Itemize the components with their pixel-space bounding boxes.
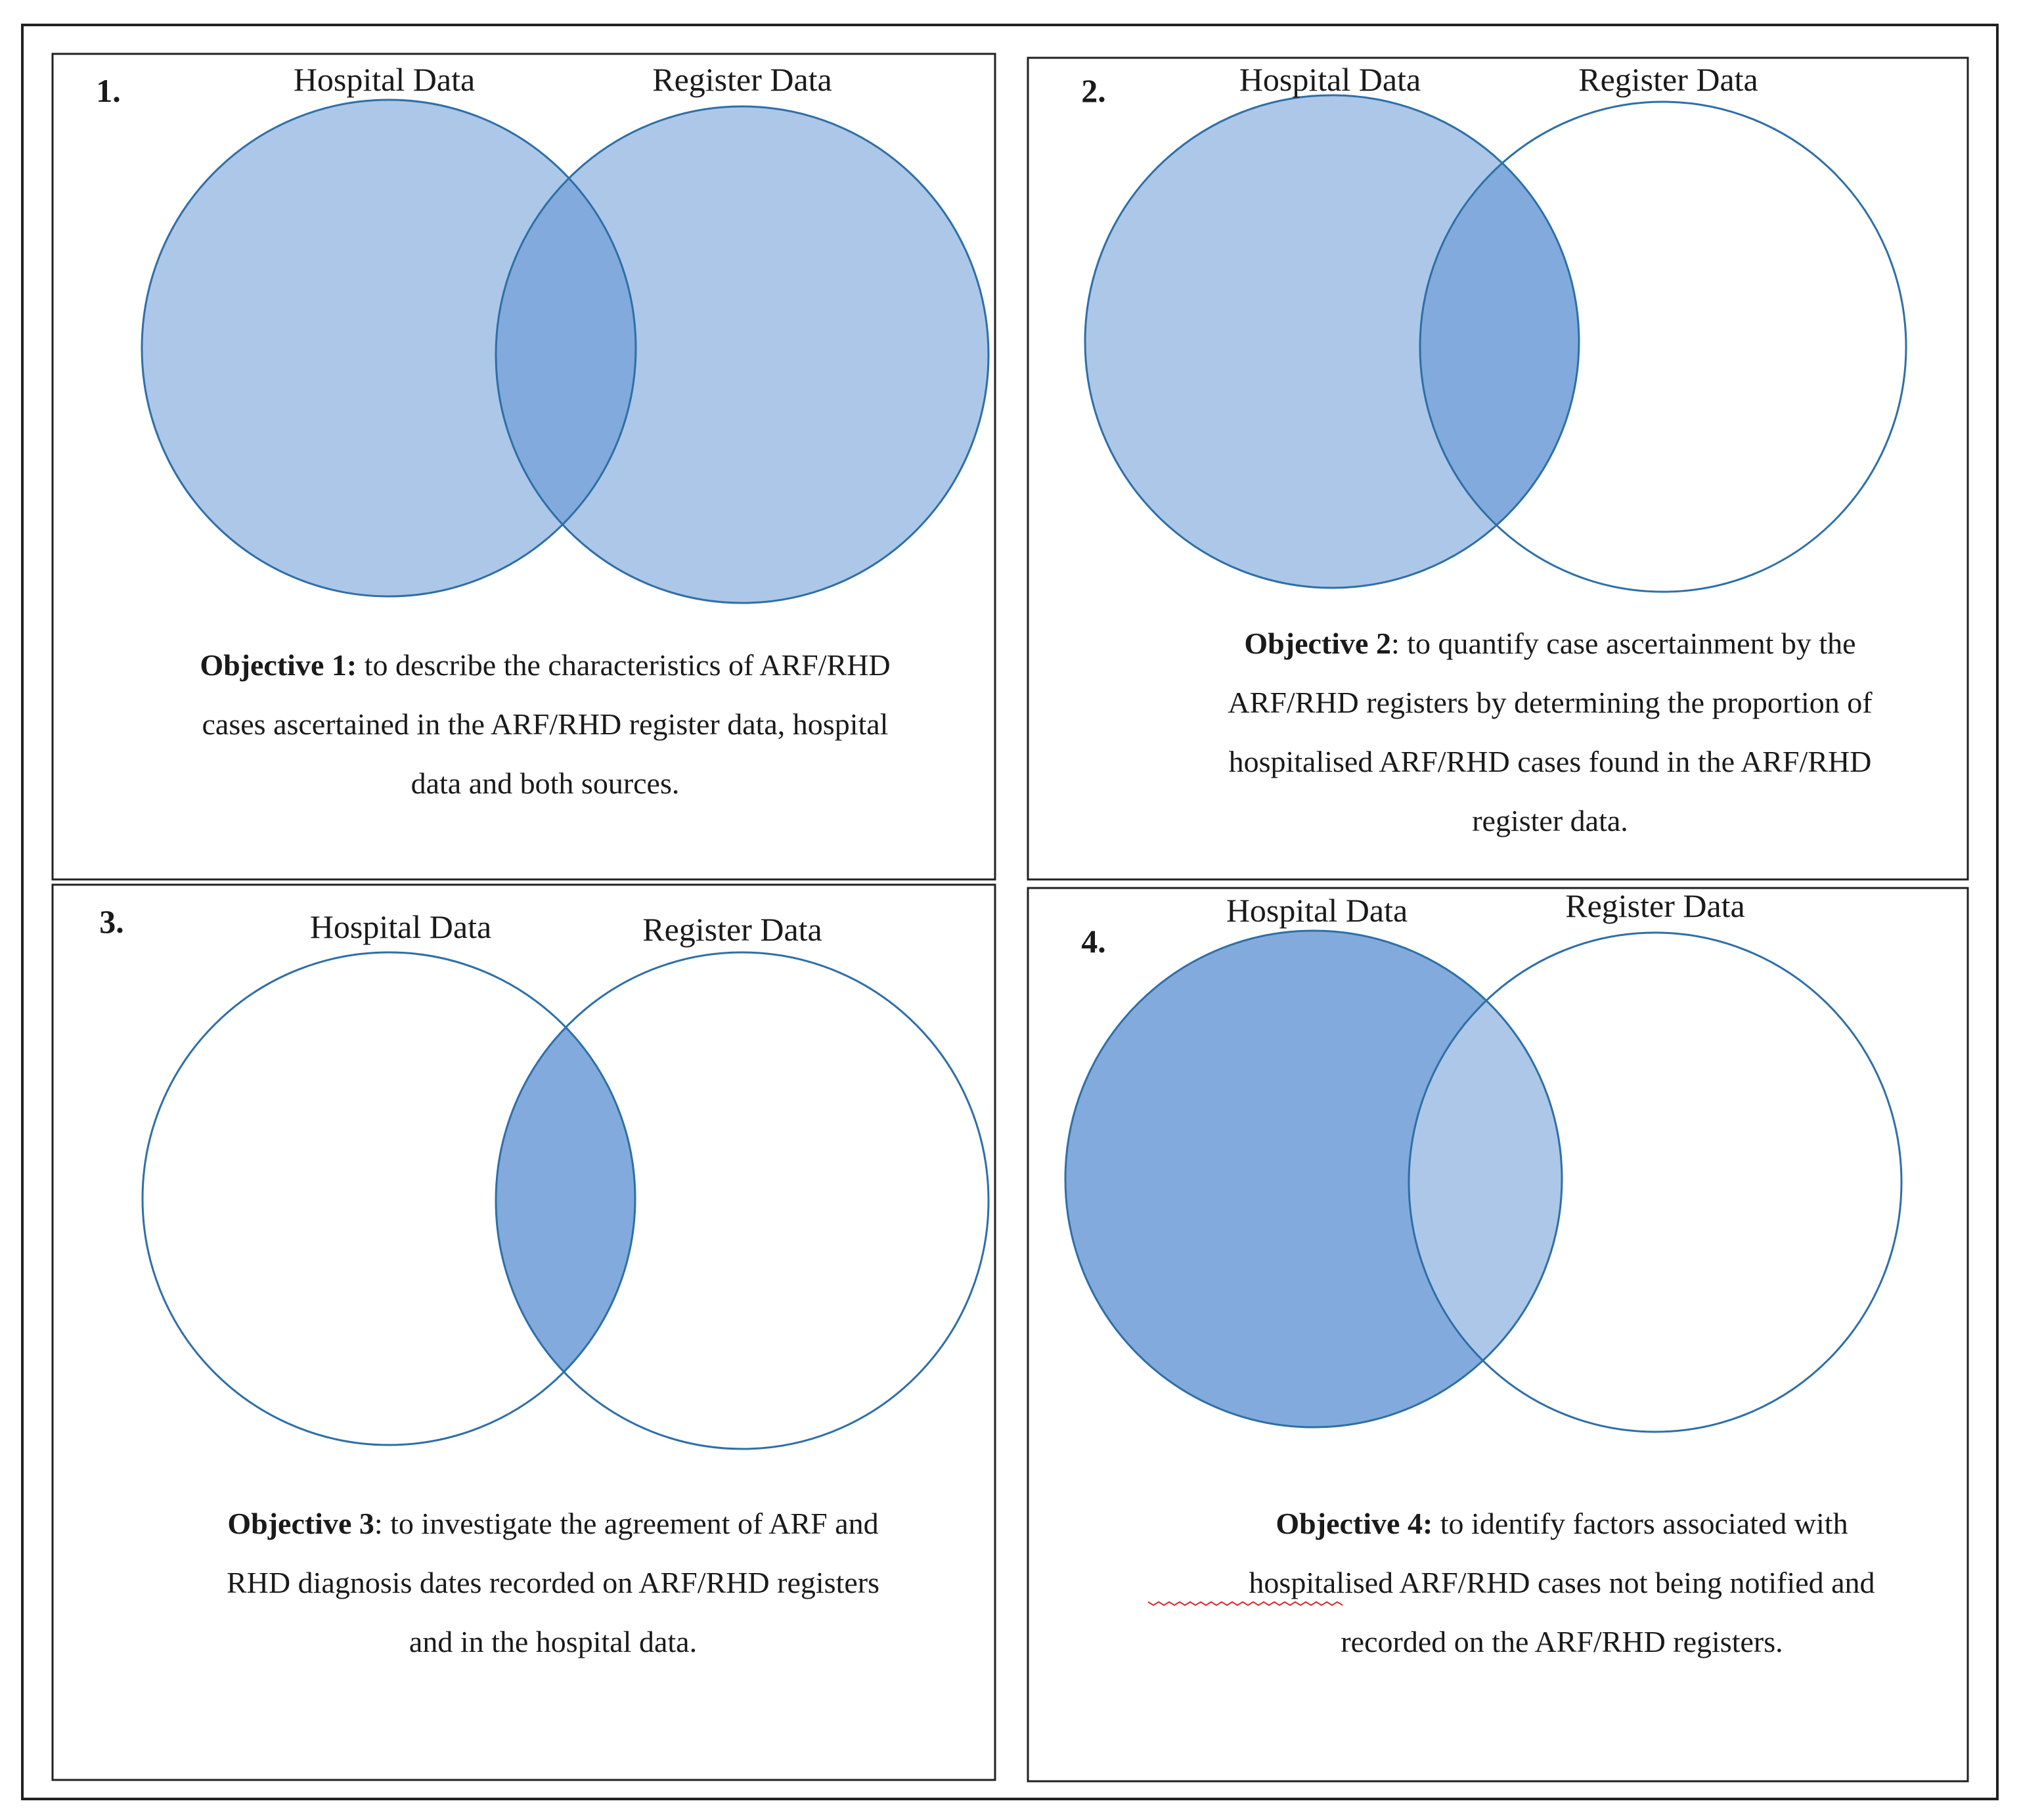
panel-4: 4. Hospital Data Register Data Objective 4:… — [1027, 887, 1969, 1783]
objective-line: Objective 2: to quantify case ascertainm… — [1244, 627, 1855, 660]
panel-border — [51, 53, 996, 881]
panel-border — [51, 883, 996, 1781]
panel-border — [1027, 56, 1969, 881]
hospital-data-label: Hospital Data — [1239, 61, 1421, 98]
objective-line: data and both sources. — [411, 766, 680, 800]
overlap-region — [1409, 933, 1562, 1427]
objective-line: Objective 3: to investigate the agreemen… — [227, 1507, 878, 1540]
hospital-data-label: Hospital Data — [294, 61, 475, 98]
panel-3: 3. Hospital Data Register Data Objective 3:… — [51, 883, 996, 1781]
panel-number: 2. — [1081, 72, 1106, 109]
objective-line: cases ascertained in the ARF/RHD registe… — [202, 707, 889, 741]
objective-line: RHD diagnosis dates recorded on ARF/RHD … — [227, 1566, 879, 1599]
objective-text: Objective 3: to investigate the agreemen… — [227, 1507, 879, 1658]
register-data-label: Register Data — [642, 911, 822, 948]
objective-heading: Objective 1: — [200, 648, 357, 682]
objective-line: and in the hospital data. — [409, 1625, 697, 1658]
objective-text: Objective 4: to identify factors associa… — [1249, 1507, 1875, 1658]
hospital-data-circle — [141, 951, 636, 1446]
objective-heading: Objective 3 — [227, 1507, 374, 1540]
spellcheck-underline — [1147, 1601, 1343, 1607]
outer-frame — [21, 24, 1999, 1800]
register-data-circle — [1419, 100, 1907, 593]
overlap-region — [1420, 102, 1579, 588]
objective-line: hospitalised ARF/RHD cases not being not… — [1249, 1566, 1875, 1599]
hospital-data-circle-fill — [142, 100, 636, 596]
objective-text: Objective 1: to describe the characteris… — [200, 648, 890, 800]
register-data-label: Register Data — [1578, 61, 1758, 98]
hospital-data-label: Hospital Data — [1226, 892, 1408, 929]
objective-line: register data. — [1472, 804, 1628, 837]
hospital-data-label: Hospital Data — [310, 908, 491, 945]
objective-line: Objective 1: to describe the characteris… — [200, 648, 890, 682]
objective-line: recorded on the ARF/RHD registers. — [1341, 1625, 1783, 1658]
objective-line: hospitalised ARF/RHD cases found in the … — [1229, 745, 1872, 778]
panel-border — [1027, 887, 1969, 1783]
hospital-data-circle — [141, 99, 637, 598]
panel-number: 4. — [1081, 923, 1106, 960]
hospital-data-circle — [1064, 929, 1563, 1429]
register-data-label: Register Data — [1565, 887, 1745, 924]
hospital-data-circle-fill — [1065, 931, 1562, 1427]
register-data-circle-fill — [496, 106, 988, 603]
objective-line: Objective 4: to identify factors associa… — [1276, 1507, 1848, 1540]
register-data-circle — [495, 951, 990, 1450]
objective-heading: Objective 2 — [1244, 627, 1391, 660]
register-data-circle — [495, 105, 990, 604]
register-data-label: Register Data — [652, 61, 832, 98]
objective-text: Objective 2: to quantify case ascertainm… — [1228, 627, 1873, 837]
objective-line: ARF/RHD registers by determining the pro… — [1228, 686, 1873, 719]
panel-number: 1. — [96, 72, 121, 109]
hospital-data-circle — [1084, 94, 1580, 589]
panel-number: 3. — [99, 903, 124, 940]
objective-heading: Objective 4: — [1276, 1507, 1432, 1540]
panel-1: 1. Hospital Data Register Data Objective 1:… — [51, 53, 996, 881]
panel-2: 2. Hospital Data Register Data Objective 2:… — [1027, 56, 1969, 881]
register-data-circle — [1408, 931, 1903, 1433]
overlap-region — [496, 952, 635, 1445]
